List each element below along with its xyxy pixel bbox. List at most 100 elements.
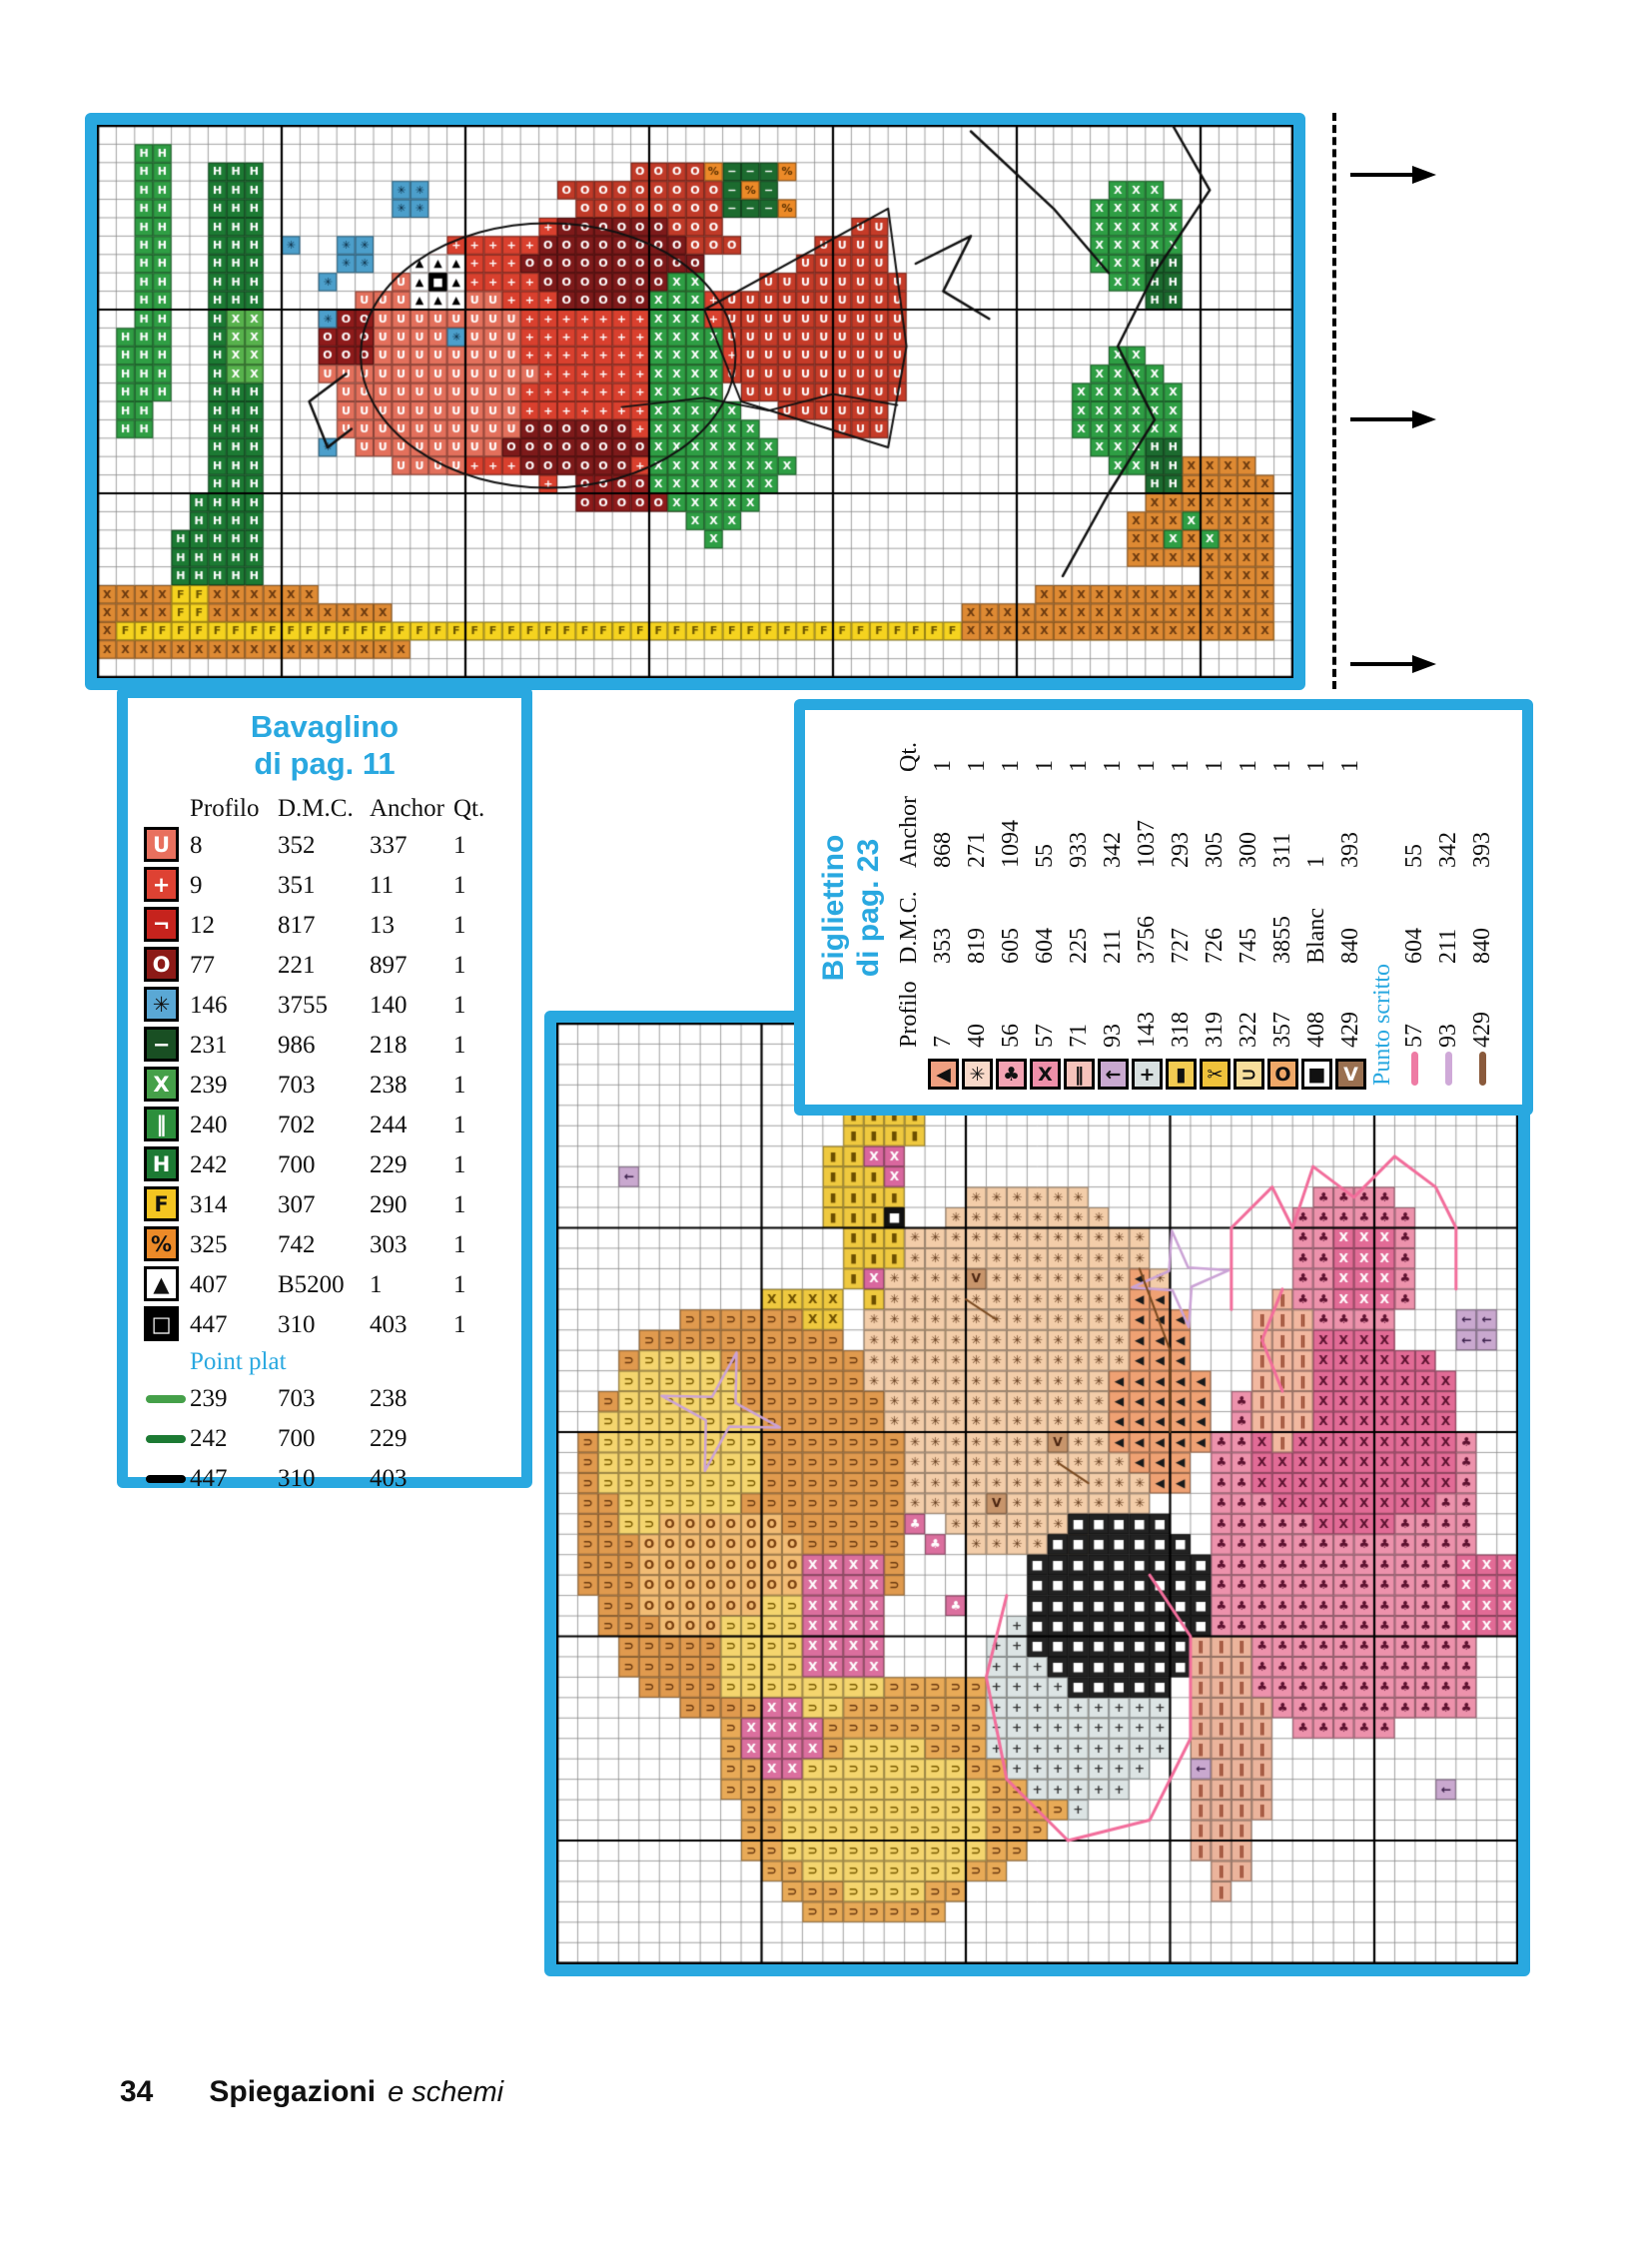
legend-symbol-col [1410,1048,1418,1094]
thread-line-swatch [146,1435,186,1443]
qt-value: 1 [1167,759,1194,772]
legend-title-line1: Bigliettino [817,834,850,981]
profilo-value: 239 [190,1385,228,1412]
qt-value: 1 [1302,759,1329,772]
cut-arrow-icon [1350,655,1442,673]
dmc-value: 353 [929,927,956,964]
legend-row: U 8 352 337 1 [138,826,521,866]
qt-value: 1 [1133,759,1160,772]
profilo-value: 240 [190,1112,228,1138]
dmc-value: 211 [1099,928,1126,964]
dmc-value: 840 [1468,927,1495,964]
legend-bavaglino: Bavaglino di pag. 11 Profilo D.M.C. Anchor… [117,687,532,1492]
legend-bigliettino: Bigliettino di pag. 23 Profilo D.M.C. Anch… [794,699,1533,1116]
stitch-symbol-swatch: ▮ [1165,1058,1197,1090]
legend-line-row: 93 211 342 [1431,718,1465,1094]
legend-row: ◀ 7 353 868 1 [926,718,960,1094]
legend-symbol-col: ▲ [138,1266,190,1301]
teddy-pattern-chart [544,1011,1530,1976]
legend-title: Bigliettino di pag. 23 [816,718,886,1098]
anchor-value: 342 [1099,831,1126,868]
profilo-value: 314 [190,1191,228,1218]
legend-line-row: 242 700 229 [138,1419,521,1459]
legend-symbol-col: ■ [1300,1048,1332,1094]
qt-value: 1 [1336,759,1363,772]
legend-symbol-col [138,1475,190,1483]
legend-row: O 357 3855 311 1 [1265,718,1299,1094]
profilo-value: 8 [190,832,203,859]
qt-value: 1 [963,759,990,772]
column-header: Anchor [370,795,444,822]
anchor-value: 403 [370,1311,408,1338]
legend-header-row: Profilo D.M.C. Anchor Qt. [892,718,926,1094]
dmc-value: 221 [278,952,316,979]
legend-row: F 314 307 290 1 [138,1185,521,1225]
stitch-symbol-swatch: □ [144,1306,179,1341]
stitch-symbol-swatch: U [144,827,179,862]
legend-line-row: 239 703 238 [138,1379,521,1419]
profilo-value: 71 [1065,1023,1092,1048]
dmc-value: 307 [278,1191,316,1218]
anchor-value: 403 [370,1465,408,1492]
stitch-symbol-swatch: ♣ [995,1058,1027,1090]
legend-row: ⊃ 322 745 300 1 [1232,718,1265,1094]
anchor-value: 238 [370,1072,408,1099]
page-footer: 34 Spiegazioni e schemi [120,2075,503,2109]
legend-row: X 57 604 55 1 [1028,718,1062,1094]
dmc-value: Blanc [1302,907,1329,964]
legend-row: ♣ 56 605 1094 1 [994,718,1028,1094]
dmc-value: 702 [278,1112,316,1138]
profilo-value: 143 [1133,1011,1160,1048]
profilo-value: 93 [1434,1023,1461,1048]
profilo-value: 318 [1167,1011,1194,1048]
anchor-value: 140 [370,992,408,1019]
anchor-value: 933 [1065,831,1092,868]
stitch-symbol-swatch: ⊃ [1233,1058,1264,1090]
legend-symbol-col: % [138,1226,190,1261]
qt-value: 1 [1099,759,1126,772]
legend-table: Profilo D.M.C. Anchor Qt. ◀ 7 353 868 1 ✳ 40 819 271… [892,718,1499,1098]
legend-symbol-col [138,1435,190,1443]
dmc-value: 700 [278,1151,316,1178]
legend-symbol-col [138,1395,190,1403]
dmc-value: 840 [1336,927,1363,964]
legend-title-line2: di pag. 11 [254,746,396,781]
anchor-value: 55 [1031,843,1058,868]
stitch-symbol-swatch: % [144,1226,179,1261]
qt-value: 1 [1031,759,1058,772]
legend-symbol-col: + [1131,1048,1163,1094]
anchor-value: 897 [370,952,408,979]
dmc-value: 703 [278,1385,316,1412]
qt-value: 1 [453,912,466,939]
legend-symbol-col: F [138,1186,190,1221]
legend-symbol-col: ♣ [995,1048,1027,1094]
stitch-symbol-swatch: X [1029,1058,1061,1090]
anchor-value: 13 [370,912,395,939]
stitch-symbol-swatch: V [1334,1058,1366,1090]
qt-value: 1 [453,1151,466,1178]
dmc-value: 727 [1167,927,1194,964]
dmc-value: 819 [963,927,990,964]
profilo-value: 146 [190,992,228,1019]
qt-value: 1 [453,872,466,899]
legend-symbol-col: □ [138,1306,190,1341]
stitch-symbol-swatch: ✳ [961,1058,993,1090]
anchor-value: 300 [1235,831,1261,868]
column-header: D.M.C. [895,890,922,964]
qt-value: 1 [453,1112,466,1138]
anchor-value: 11 [370,872,395,899]
legend-symbol-col: ✂ [1199,1048,1231,1094]
legend-table: Profilo D.M.C. Anchor Qt. U 8 352 337 1 +9 351 11 1 ¬… [128,792,521,1499]
legend-row: −231 986 218 1 [138,1026,521,1066]
legend-row: X 239 703 238 1 [138,1066,521,1106]
profilo-value: 77 [190,952,215,979]
thread-line-swatch [146,1475,186,1483]
legend-row: ▮ 318 727 293 1 [1164,718,1198,1094]
anchor-value: 229 [370,1425,408,1452]
profilo-value: 242 [190,1425,228,1452]
dmc-value: 817 [278,912,316,939]
profilo-value: 325 [190,1231,228,1258]
dmc-value: 225 [1065,927,1092,964]
legend-row: ▲ 407 B5200 1 1 [138,1265,521,1305]
